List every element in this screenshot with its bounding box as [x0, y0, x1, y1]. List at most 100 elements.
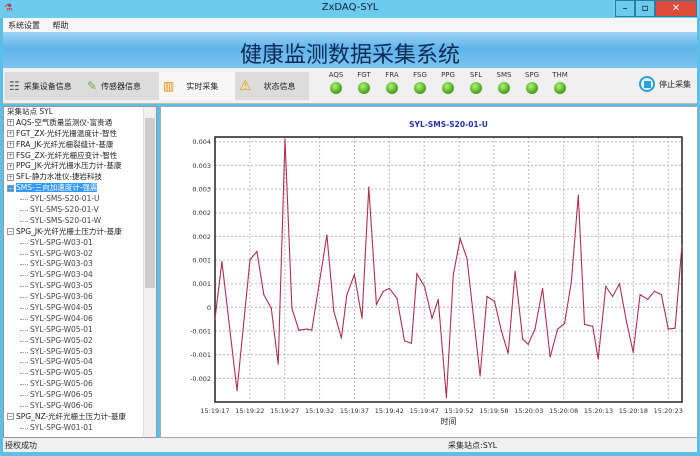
data-point — [605, 285, 607, 288]
expand-icon[interactable]: + — [7, 119, 14, 127]
data-point — [416, 273, 418, 275]
collapse-icon[interactable]: − — [7, 228, 14, 236]
menu-system-settings[interactable]: 系统设置 — [8, 21, 40, 30]
x-tick-label: 15:19:22 — [235, 407, 264, 415]
chart-title: SYL-SMS-S20-01-U — [409, 120, 488, 129]
data-point — [311, 329, 313, 331]
indicator-fgt: FGT — [353, 71, 375, 94]
expand-icon[interactable]: + — [7, 130, 14, 138]
data-point — [653, 290, 656, 292]
tree-item-sensor[interactable]: SYL-SPG-W01-01 — [4, 423, 156, 434]
data-point — [306, 328, 308, 330]
tree-item-group[interactable]: + SFL-静力水准仪-捷岩科技 — [7, 172, 103, 182]
tree-item-sensor[interactable]: SYL-SPG-W05-01 — [4, 325, 156, 336]
tree-item-group[interactable]: + PPG_JK-光纤光栅水压力计-基康 — [7, 161, 122, 171]
tree-item-sensor[interactable]: SYL-SMS-S20-01-W — [4, 216, 156, 227]
tree-item-sensor[interactable]: SYL-SMS-S20-01-U — [4, 194, 156, 205]
tree-scrollbar-thumb[interactable] — [145, 118, 155, 288]
x-tick-label: 15:19:58 — [479, 407, 508, 415]
x-tick-label: 15:19:37 — [340, 407, 369, 415]
y-tick-label: -0.002 — [190, 375, 211, 383]
title-bar: ⚗ ZxDAQ-SYL – ▫ ✕ — [0, 0, 700, 18]
device-info-button[interactable]: ☷ 采集设备信息 — [5, 72, 83, 100]
expand-icon[interactable]: + — [7, 162, 14, 170]
data-point — [423, 285, 426, 288]
tree-item-sensor[interactable]: SYL-SPG-W03-01 — [4, 238, 156, 249]
tree-item-sensor[interactable]: SYL-SPG-W03-04 — [4, 270, 156, 281]
data-point — [583, 323, 586, 325]
y-tick-label: 0.004 — [192, 138, 211, 146]
tree-item-sensor[interactable]: SYL-SMS-S20-01-V — [4, 205, 156, 216]
data-point — [486, 295, 488, 298]
tree-root[interactable]: 采集站点 SYL — [7, 107, 53, 116]
data-point — [445, 397, 448, 399]
y-tick-label: 0.003 — [192, 162, 211, 170]
sensor-info-button[interactable]: ✎ 传感器信息 — [83, 72, 159, 100]
x-tick-label: 15:20:23 — [654, 407, 683, 415]
tree-item-sensor[interactable]: SYL-SPG-W05-06 — [4, 379, 156, 390]
data-point — [647, 298, 649, 300]
tree-item-sensor[interactable]: SYL-SPG-W05-02 — [4, 336, 156, 347]
indicator-sms: SMS — [493, 71, 515, 94]
data-point — [632, 351, 634, 353]
data-point — [500, 330, 502, 332]
x-tick-label: 15:20:18 — [619, 407, 648, 415]
line-chart: SYL-SMS-S20-01-U 0.004 0.003 0.003 0.002 0.00… — [190, 120, 683, 426]
tree-item-group[interactable]: + FRA_JK-光纤光栅裂缝计-基康 — [7, 139, 114, 149]
data-point — [563, 322, 566, 325]
menu-help[interactable]: 帮助 — [52, 21, 69, 30]
tree-item-group[interactable]: − SPG_JK-光纤光栅土压力计-基康 — [7, 226, 122, 236]
status-led-icon — [386, 82, 398, 94]
toolbar: ☷ 采集设备信息 ✎ 传感器信息 ▥ 实时采集 ⚠ 状态信息 AQS FGT FRA FSG P… — [3, 68, 697, 104]
minimize-button[interactable]: – — [615, 0, 635, 17]
tree-item-sensor[interactable]: SYL-SPG-W03-03 — [4, 259, 156, 270]
data-point — [674, 327, 676, 329]
tree-item-group[interactable]: − SMS-三向加速度计-强震 — [7, 183, 98, 193]
data-point — [459, 238, 461, 240]
bar-chart-icon: ▥ — [163, 79, 175, 93]
data-point — [270, 307, 272, 309]
data-point — [396, 297, 398, 299]
status-info-button[interactable]: ⚠ 状态信息 — [235, 72, 309, 100]
tree-item-group[interactable]: + FSG_ZX-光纤光栅应变计-智性 — [7, 150, 118, 160]
tree-item-sensor[interactable]: SYL-SPG-W03-05 — [4, 281, 156, 292]
status-bar: 授权成功 采集站点:SYL — [3, 438, 697, 452]
tree-item-sensor[interactable]: SYL-SPG-W06-05 — [4, 390, 156, 401]
x-tick-label: 15:19:17 — [200, 407, 229, 415]
x-tick-label: 15:19:32 — [305, 407, 334, 415]
stop-collect-button[interactable]: 停止采集 — [639, 76, 691, 92]
data-point — [388, 287, 391, 290]
data-point — [256, 250, 258, 253]
expand-icon[interactable]: + — [7, 141, 14, 149]
status-led-icon — [470, 82, 482, 94]
data-point — [333, 310, 335, 312]
tree-item-sensor[interactable]: SYL-SPG-W05-03 — [4, 347, 156, 358]
tree-item-group[interactable]: + FGT_ZX-光纤光栅温度计-智性 — [7, 128, 118, 138]
data-point — [291, 307, 293, 309]
close-button[interactable]: ✕ — [655, 0, 697, 17]
collapse-icon[interactable]: − — [7, 184, 14, 192]
y-tick-label: -0.001 — [190, 328, 211, 336]
indicator-sfl: SFL — [465, 71, 487, 94]
tree-item-sensor[interactable]: SYL-SPG-W03-06 — [4, 292, 156, 303]
collapse-icon[interactable]: − — [7, 413, 14, 421]
data-point — [410, 342, 413, 344]
indicator-fsg: FSG — [409, 71, 431, 94]
tree-item-group[interactable]: − SPG_NZ-光纤光栅土压力计-基康 — [7, 411, 126, 421]
expand-icon[interactable]: + — [7, 152, 14, 160]
status-led-icon — [358, 82, 370, 94]
tree-item-sensor[interactable]: SYL-SPG-W06-06 — [4, 401, 156, 412]
data-point — [681, 244, 683, 246]
tree-item-sensor[interactable]: SYL-SPG-W04-06 — [4, 314, 156, 325]
tree-item-sensor[interactable]: SYL-SPG-W05-04 — [4, 357, 156, 368]
maximize-button[interactable]: ▫ — [635, 0, 655, 17]
realtime-collect-button[interactable]: ▥ 实时采集 — [159, 72, 235, 100]
data-point — [221, 260, 223, 263]
data-point — [326, 234, 328, 236]
tree-item-group[interactable]: + AQS-空气质量监测仪-富贵通 — [7, 117, 113, 127]
tree-item-sensor[interactable]: SYL-SPG-W03-02 — [4, 249, 156, 260]
banner: 健康监测数据采集系统 — [3, 32, 697, 68]
expand-icon[interactable]: + — [7, 173, 14, 181]
tree-item-sensor[interactable]: SYL-SPG-W04-05 — [4, 303, 156, 314]
tree-item-sensor[interactable]: SYL-SPG-W05-05 — [4, 368, 156, 379]
